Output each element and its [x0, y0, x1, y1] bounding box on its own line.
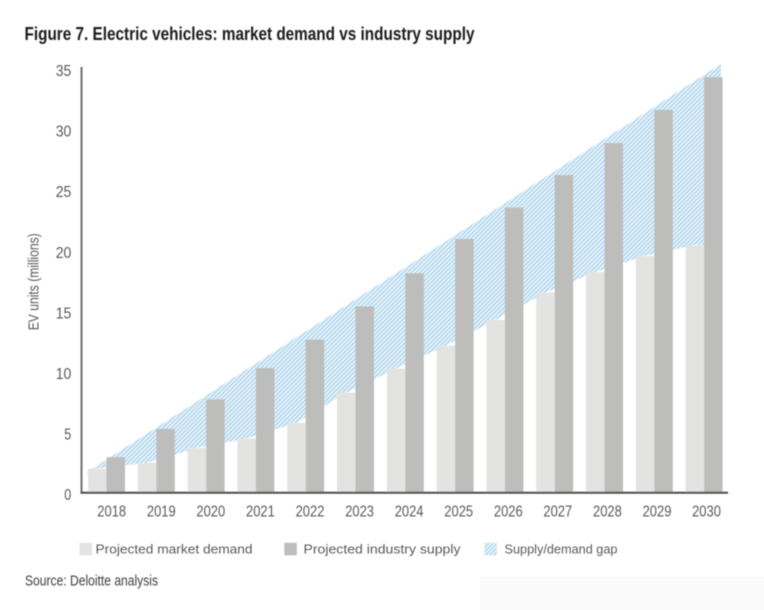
- svg-text:Projected market demand: Projected market demand: [96, 541, 253, 556]
- svg-text:2030: 2030: [692, 504, 721, 521]
- svg-text:2024: 2024: [395, 504, 424, 521]
- svg-text:15: 15: [56, 305, 72, 322]
- svg-text:2019: 2019: [147, 504, 176, 521]
- svg-text:2021: 2021: [246, 504, 275, 521]
- svg-text:20: 20: [56, 245, 72, 262]
- svg-text:Source: Deloitte analysis: Source: Deloitte analysis: [25, 573, 158, 590]
- svg-text:Supply/demand gap: Supply/demand gap: [505, 541, 618, 556]
- svg-text:2020: 2020: [196, 504, 225, 521]
- svg-text:35: 35: [56, 63, 72, 80]
- svg-text:Figure 7. Electric vehicles: m: Figure 7. Electric vehicles: market dema…: [25, 24, 475, 44]
- svg-text:0: 0: [64, 487, 71, 504]
- svg-text:2022: 2022: [296, 504, 325, 521]
- svg-text:2018: 2018: [97, 504, 126, 521]
- svg-text:2023: 2023: [345, 504, 374, 521]
- svg-text:2027: 2027: [543, 504, 572, 521]
- svg-text:5: 5: [64, 426, 71, 443]
- svg-text:2028: 2028: [593, 504, 622, 521]
- svg-text:25: 25: [56, 184, 72, 201]
- svg-text:Projected industry supply: Projected industry supply: [304, 541, 462, 556]
- svg-text:2026: 2026: [494, 504, 523, 521]
- svg-text:2025: 2025: [444, 504, 473, 521]
- svg-text:10: 10: [56, 366, 72, 383]
- svg-text:EV units (millions): EV units (millions): [27, 233, 43, 330]
- svg-text:2029: 2029: [643, 504, 672, 521]
- svg-text:30: 30: [56, 124, 72, 141]
